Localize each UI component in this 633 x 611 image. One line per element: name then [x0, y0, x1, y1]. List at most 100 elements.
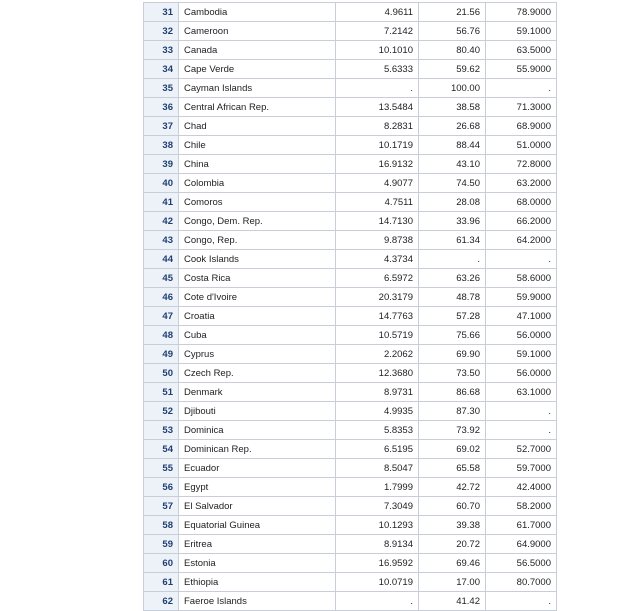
value-cell-3: 72.8000 — [485, 154, 557, 174]
value-cell-3: 51.0000 — [485, 135, 557, 155]
value-cell-2: 87.30 — [418, 401, 486, 421]
value-cell-3: . — [485, 401, 557, 421]
country-cell: Egypt — [178, 477, 336, 497]
row-number-cell: 31 — [143, 2, 179, 22]
country-cell: Congo, Rep. — [178, 230, 336, 250]
row-number-cell: 36 — [143, 97, 179, 117]
row-number-cell: 42 — [143, 211, 179, 231]
value-cell-1: 8.2831 — [335, 116, 419, 136]
row-number-cell: 57 — [143, 496, 179, 516]
value-cell-2: 61.34 — [418, 230, 486, 250]
value-cell-1: 4.9935 — [335, 401, 419, 421]
country-cell: China — [178, 154, 336, 174]
value-cell-1: 10.1293 — [335, 515, 419, 535]
table-row: 46 Cote d'Ivoire 20.3179 48.78 59.9000 — [143, 287, 557, 307]
table-row: 60 Estonia 16.9592 69.46 56.5000 — [143, 553, 557, 573]
table-row: 42 Congo, Dem. Rep. 14.7130 33.96 66.2000 — [143, 211, 557, 231]
value-cell-3: 59.1000 — [485, 21, 557, 41]
country-cell: Cook Islands — [178, 249, 336, 269]
value-cell-2: 56.76 — [418, 21, 486, 41]
table-row: 48 Cuba 10.5719 75.66 56.0000 — [143, 325, 557, 345]
value-cell-3: 66.2000 — [485, 211, 557, 231]
value-cell-1: 10.0719 — [335, 572, 419, 592]
value-cell-2: 63.26 — [418, 268, 486, 288]
table-row: 61 Ethiopia 10.0719 17.00 80.7000 — [143, 572, 557, 592]
value-cell-1: 7.3049 — [335, 496, 419, 516]
row-number-cell: 45 — [143, 268, 179, 288]
value-cell-2: . — [418, 249, 486, 269]
value-cell-2: 60.70 — [418, 496, 486, 516]
value-cell-3: 47.1000 — [485, 306, 557, 326]
row-number-cell: 60 — [143, 553, 179, 573]
country-cell: Dominican Rep. — [178, 439, 336, 459]
value-cell-2: 80.40 — [418, 40, 486, 60]
table-row: 52 Djibouti 4.9935 87.30. — [143, 401, 557, 421]
value-cell-1: 9.8738 — [335, 230, 419, 250]
value-cell-3: . — [485, 249, 557, 269]
row-number-cell: 32 — [143, 21, 179, 41]
row-number-cell: 37 — [143, 116, 179, 136]
table-row: 47 Croatia 14.7763 57.28 47.1000 — [143, 306, 557, 326]
row-number-cell: 44 — [143, 249, 179, 269]
table-row: 59 Eritrea 8.9134 20.72 64.9000 — [143, 534, 557, 554]
country-cell: Cape Verde — [178, 59, 336, 79]
value-cell-1: 1.7999 — [335, 477, 419, 497]
row-number-cell: 56 — [143, 477, 179, 497]
value-cell-2: 73.50 — [418, 363, 486, 383]
value-cell-1: 8.5047 — [335, 458, 419, 478]
row-number-cell: 52 — [143, 401, 179, 421]
row-number-cell: 58 — [143, 515, 179, 535]
value-cell-3: 64.2000 — [485, 230, 557, 250]
value-cell-3: 71.3000 — [485, 97, 557, 117]
value-cell-2: 17.00 — [418, 572, 486, 592]
table-row: 34 Cape Verde 5.6333 59.62 55.9000 — [143, 59, 557, 79]
data-table-container: 31 Cambodia 4.9611 21.56 78.9000 32 Cameroon 7.… — [143, 2, 557, 611]
row-number-cell: 41 — [143, 192, 179, 212]
table-row: 54 Dominican Rep. 6.5195 69.02 52.7000 — [143, 439, 557, 459]
country-cell: Djibouti — [178, 401, 336, 421]
table-row: 38 Chile 10.1719 88.44 51.0000 — [143, 135, 557, 155]
value-cell-1: 7.2142 — [335, 21, 419, 41]
value-cell-3: 59.9000 — [485, 287, 557, 307]
value-cell-1: 6.5195 — [335, 439, 419, 459]
value-cell-3: 52.7000 — [485, 439, 557, 459]
table-row: 45 Costa Rica 6.5972 63.26 58.6000 — [143, 268, 557, 288]
value-cell-2: 100.00 — [418, 78, 486, 98]
value-cell-1: 13.5484 — [335, 97, 419, 117]
value-cell-3: 78.9000 — [485, 2, 557, 22]
value-cell-1: 10.1010 — [335, 40, 419, 60]
value-cell-1: 12.3680 — [335, 363, 419, 383]
value-cell-1: 14.7130 — [335, 211, 419, 231]
table-row: 50 Czech Rep. 12.3680 73.50 56.0000 — [143, 363, 557, 383]
row-number-cell: 39 — [143, 154, 179, 174]
country-cell: Czech Rep. — [178, 363, 336, 383]
country-cell: Cayman Islands — [178, 78, 336, 98]
value-cell-2: 73.92 — [418, 420, 486, 440]
country-cell: Estonia — [178, 553, 336, 573]
value-cell-1: 4.3734 — [335, 249, 419, 269]
value-cell-1: 20.3179 — [335, 287, 419, 307]
country-cell: Equatorial Guinea — [178, 515, 336, 535]
row-number-cell: 40 — [143, 173, 179, 193]
value-cell-3: 42.4000 — [485, 477, 557, 497]
table-row: 33 Canada 10.1010 80.40 63.5000 — [143, 40, 557, 60]
row-number-cell: 34 — [143, 59, 179, 79]
value-cell-3: 63.2000 — [485, 173, 557, 193]
value-cell-1: 4.7511 — [335, 192, 419, 212]
value-cell-2: 86.68 — [418, 382, 486, 402]
value-cell-2: 26.68 — [418, 116, 486, 136]
country-cell: Cambodia — [178, 2, 336, 22]
country-cell: Faeroe Islands — [178, 591, 336, 611]
value-cell-2: 88.44 — [418, 135, 486, 155]
value-cell-3: 63.5000 — [485, 40, 557, 60]
value-cell-3: 55.9000 — [485, 59, 557, 79]
table-row: 55 Ecuador 8.5047 65.58 59.7000 — [143, 458, 557, 478]
value-cell-1: 10.5719 — [335, 325, 419, 345]
table-row: 31 Cambodia 4.9611 21.56 78.9000 — [143, 2, 557, 22]
row-number-cell: 55 — [143, 458, 179, 478]
table-row: 32 Cameroon 7.2142 56.76 59.1000 — [143, 21, 557, 41]
country-cell: Ecuador — [178, 458, 336, 478]
value-cell-1: 6.5972 — [335, 268, 419, 288]
country-cell: Central African Rep. — [178, 97, 336, 117]
value-cell-2: 43.10 — [418, 154, 486, 174]
